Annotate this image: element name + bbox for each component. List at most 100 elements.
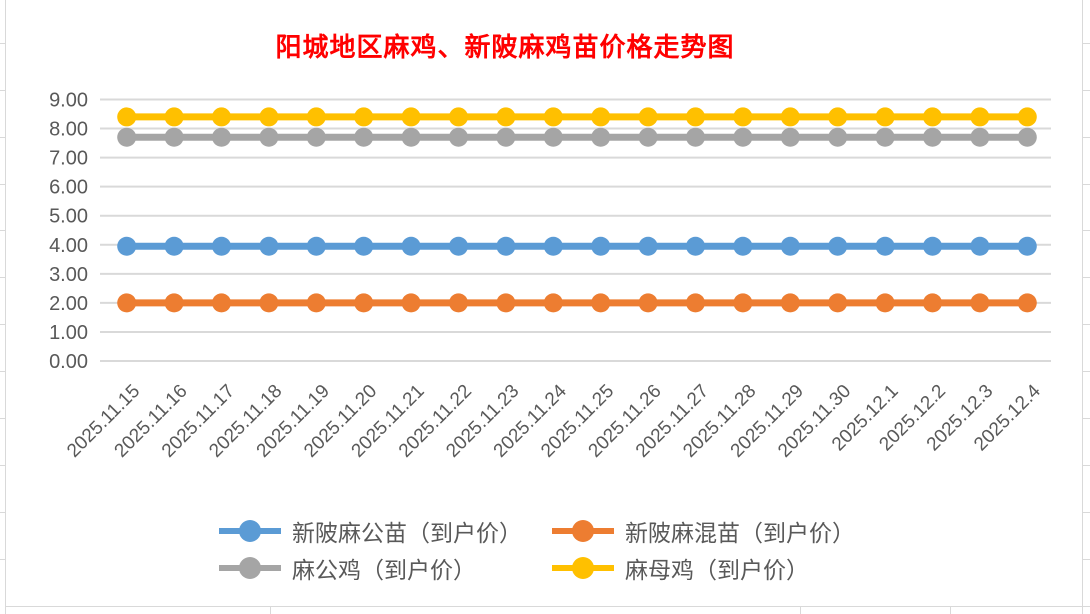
data-point-marker[interactable] — [828, 127, 848, 147]
data-point-marker[interactable] — [306, 293, 326, 313]
data-point-marker[interactable] — [686, 236, 705, 256]
data-point-marker[interactable] — [828, 293, 848, 313]
data-point-marker[interactable] — [117, 127, 137, 147]
sheet-row-line — [1083, 184, 1090, 185]
data-point-marker[interactable] — [923, 107, 942, 127]
data-point-marker[interactable] — [638, 293, 658, 313]
sheet-row-line — [1083, 324, 1090, 325]
data-point-marker[interactable] — [780, 293, 800, 313]
legend-label: 新陂麻公苗（到户价） — [292, 520, 522, 546]
data-point-marker[interactable] — [828, 107, 848, 127]
data-point-marker[interactable] — [259, 127, 279, 147]
sheet-row-line — [1083, 418, 1090, 419]
data-point-marker[interactable] — [733, 293, 753, 313]
data-point-marker[interactable] — [164, 127, 184, 147]
data-point-marker[interactable] — [164, 107, 184, 127]
data-point-marker[interactable] — [401, 236, 421, 256]
data-point-marker[interactable] — [117, 107, 137, 127]
sheet-gridline-bottom — [5, 606, 1090, 607]
data-point-marker[interactable] — [212, 293, 231, 313]
data-point-marker[interactable] — [1017, 127, 1037, 147]
data-point-marker[interactable] — [259, 293, 279, 313]
data-point-marker[interactable] — [638, 107, 658, 127]
data-point-marker[interactable] — [686, 293, 705, 313]
data-point-marker[interactable] — [543, 127, 563, 147]
data-point-marker[interactable] — [923, 236, 942, 256]
sheet-row-line — [1083, 277, 1090, 278]
data-point-marker[interactable] — [638, 236, 658, 256]
data-point-marker[interactable] — [875, 293, 895, 313]
data-point-marker[interactable] — [117, 293, 137, 313]
data-point-marker[interactable] — [591, 236, 611, 256]
data-point-marker[interactable] — [401, 127, 421, 147]
sheet-row-line — [1083, 559, 1090, 560]
sheet-row-line — [0, 371, 5, 372]
data-point-marker[interactable] — [117, 236, 137, 256]
data-point-marker[interactable] — [591, 107, 611, 127]
sheet-column-line — [800, 607, 801, 614]
data-point-marker[interactable] — [306, 107, 326, 127]
data-point-marker[interactable] — [543, 236, 563, 256]
data-point-marker[interactable] — [733, 236, 753, 256]
legend-item[interactable]: 新陂麻公苗（到户价） — [217, 514, 522, 548]
data-point-marker[interactable] — [449, 127, 468, 147]
data-point-marker[interactable] — [686, 127, 705, 147]
sheet-gridline-right — [1082, 0, 1083, 614]
data-point-marker[interactable] — [923, 127, 942, 147]
data-point-marker[interactable] — [970, 236, 990, 256]
data-point-marker[interactable] — [401, 107, 421, 127]
data-point-marker[interactable] — [496, 236, 516, 256]
data-point-marker[interactable] — [780, 107, 800, 127]
legend-marker-icon — [552, 557, 614, 579]
data-point-marker[interactable] — [543, 107, 563, 127]
chart-title: 阳城地区麻鸡、新陂麻鸡苗价格走势图 — [275, 33, 735, 63]
data-point-marker[interactable] — [733, 107, 753, 127]
data-point-marker[interactable] — [875, 107, 895, 127]
data-point-marker[interactable] — [638, 127, 658, 147]
legend-label: 麻公鸡（到户价） — [292, 557, 476, 583]
data-point-marker[interactable] — [496, 127, 516, 147]
data-point-marker[interactable] — [543, 293, 563, 313]
data-point-marker[interactable] — [1017, 293, 1037, 313]
data-point-marker[interactable] — [401, 293, 421, 313]
data-point-marker[interactable] — [970, 127, 990, 147]
data-point-marker[interactable] — [923, 293, 942, 313]
data-point-marker[interactable] — [970, 293, 990, 313]
legend-item[interactable]: 新陂麻混苗（到户价） — [550, 514, 855, 548]
data-point-marker[interactable] — [354, 107, 374, 127]
data-point-marker[interactable] — [496, 293, 516, 313]
legend-item[interactable]: 麻母鸡（到户价） — [550, 551, 809, 585]
sheet-row-line — [1083, 512, 1090, 513]
data-point-marker[interactable] — [875, 236, 895, 256]
data-point-marker[interactable] — [780, 127, 800, 147]
data-point-marker[interactable] — [828, 236, 848, 256]
y-axis-tick-label: 0.00 — [49, 351, 88, 373]
data-point-marker[interactable] — [970, 107, 990, 127]
data-point-marker[interactable] — [354, 236, 374, 256]
data-point-marker[interactable] — [1017, 107, 1037, 127]
data-point-marker[interactable] — [212, 236, 231, 256]
data-point-marker[interactable] — [212, 107, 231, 127]
data-point-marker[interactable] — [875, 127, 895, 147]
data-point-marker[interactable] — [306, 236, 326, 256]
data-point-marker[interactable] — [306, 127, 326, 147]
data-point-marker[interactable] — [733, 127, 753, 147]
data-point-marker[interactable] — [496, 107, 516, 127]
data-point-marker[interactable] — [591, 127, 611, 147]
data-point-marker[interactable] — [449, 293, 468, 313]
legend-item[interactable]: 麻公鸡（到户价） — [217, 551, 476, 585]
data-point-marker[interactable] — [259, 236, 279, 256]
data-point-marker[interactable] — [354, 293, 374, 313]
data-point-marker[interactable] — [354, 127, 374, 147]
sheet-gridline-left — [5, 0, 6, 614]
data-point-marker[interactable] — [591, 293, 611, 313]
data-point-marker[interactable] — [164, 236, 184, 256]
data-point-marker[interactable] — [212, 127, 231, 147]
data-point-marker[interactable] — [449, 236, 468, 256]
data-point-marker[interactable] — [780, 236, 800, 256]
data-point-marker[interactable] — [259, 107, 279, 127]
data-point-marker[interactable] — [449, 107, 468, 127]
data-point-marker[interactable] — [686, 107, 705, 127]
data-point-marker[interactable] — [164, 293, 184, 313]
data-point-marker[interactable] — [1017, 236, 1037, 256]
